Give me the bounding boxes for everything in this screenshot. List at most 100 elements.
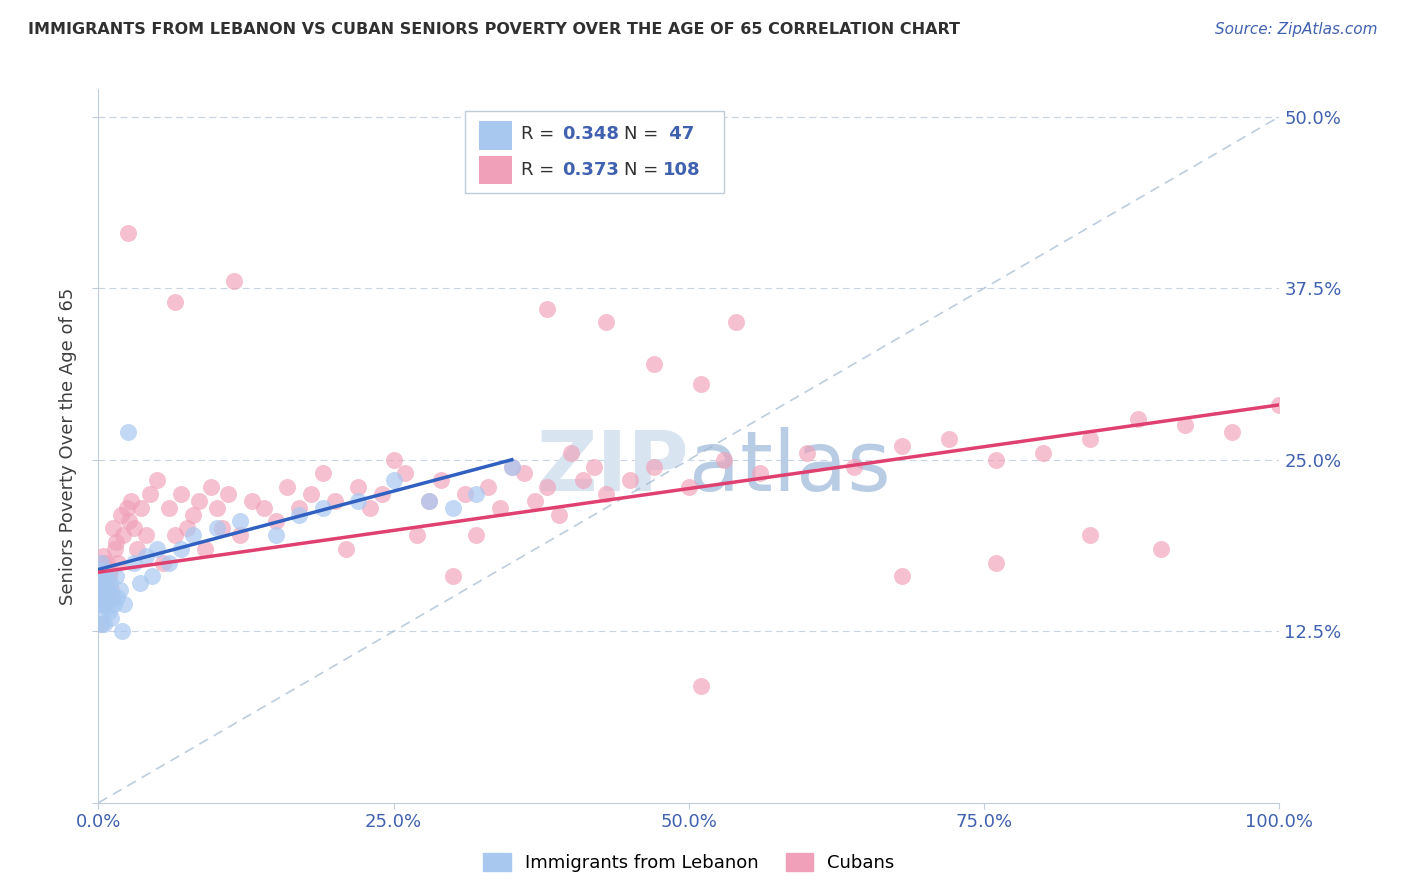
Bar [478,121,512,150]
Point [984,452,1007,467]
Point [678,480,700,494]
Point [430,473,453,487]
Point [107,556,129,570]
Point [176,521,198,535]
Point [98,576,121,591]
Point [288,508,311,522]
Point [501,459,523,474]
Point [90,569,112,583]
Point [200,480,222,494]
Point [689,377,711,392]
Point [418,494,440,508]
Point [1220,425,1243,440]
Y-axis label: Seniors Poverty Over the Age of 65: Seniors Poverty Over the Age of 65 [59,287,77,605]
Point [725,316,748,330]
Text: 108: 108 [664,161,700,178]
Point [796,446,818,460]
Point [90,562,112,576]
Point [94,576,117,591]
Text: IMMIGRANTS FROM LEBANON VS CUBAN SENIORS POVERTY OVER THE AGE OF 65 CORRELATION : IMMIGRANTS FROM LEBANON VS CUBAN SENIORS… [28,22,960,37]
Point [117,425,139,440]
Point [139,487,162,501]
Point [157,556,180,570]
Point [108,583,131,598]
Point [146,473,169,487]
Point [643,459,665,474]
Point [181,528,204,542]
Point [240,494,263,508]
Point [89,583,111,598]
Text: N =: N = [624,125,664,143]
Point [187,494,209,508]
Point [371,487,394,501]
FancyBboxPatch shape [464,111,724,193]
Point [141,569,163,583]
Point [595,316,617,330]
Point [890,569,912,583]
Point [129,500,152,515]
Point [110,508,132,522]
Text: 0.348: 0.348 [562,125,620,143]
Point [465,487,488,501]
Point [536,301,558,316]
Point [984,556,1007,570]
Point [406,528,429,542]
Point [748,467,770,481]
Point [128,576,150,591]
Point [689,679,711,693]
Point [713,452,735,467]
Point [96,556,118,570]
Point [89,576,111,591]
Text: Source: ZipAtlas.com: Source: ZipAtlas.com [1215,22,1378,37]
Point [1126,411,1149,425]
Point [91,549,114,563]
Point [98,562,121,576]
Point [312,467,335,481]
Point [135,528,157,542]
Point [135,549,157,563]
Point [512,467,534,481]
Point [524,494,547,508]
Point [93,583,115,598]
Text: N =: N = [624,161,664,178]
Point [205,500,228,515]
Point [453,487,475,501]
Point [382,452,405,467]
Point [96,597,118,611]
Point [111,624,134,639]
Text: R =: R = [522,125,560,143]
Point [91,562,114,576]
Point [94,569,117,583]
Point [91,604,114,618]
Point [101,521,124,535]
Point [335,541,357,556]
Point [89,597,111,611]
Point [101,590,124,604]
Point [253,500,276,515]
Point [312,500,335,515]
Point [418,494,440,508]
Point [217,487,239,501]
Point [90,590,112,604]
Point [264,515,287,529]
Point [118,515,141,529]
Point [224,274,246,288]
Point [536,480,558,494]
Point [103,597,125,611]
Point [157,500,180,515]
Point [181,508,204,522]
Point [152,556,174,570]
Point [359,500,381,515]
Point [91,556,114,570]
Point [347,480,370,494]
Point [93,597,115,611]
Point [90,556,112,570]
Legend: Immigrants from Lebanon, Cubans: Immigrants from Lebanon, Cubans [477,846,901,880]
Point [441,569,464,583]
Text: ZIP: ZIP [537,427,689,508]
Point [146,541,169,556]
Point [548,508,571,522]
Point [89,576,111,591]
Text: atlas: atlas [689,427,890,508]
Point [560,446,582,460]
